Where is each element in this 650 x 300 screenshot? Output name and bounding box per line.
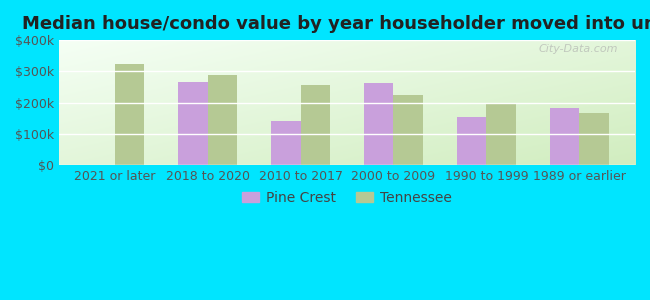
- Bar: [364, 83, 393, 165]
- Bar: [486, 103, 516, 165]
- Bar: [115, 64, 144, 165]
- Bar: [271, 121, 300, 165]
- Title: Median house/condo value by year householder moved into unit: Median house/condo value by year househo…: [22, 15, 650, 33]
- Bar: [549, 108, 579, 165]
- Bar: [178, 82, 207, 165]
- Bar: [207, 75, 237, 165]
- Bar: [393, 95, 423, 165]
- Legend: Pine Crest, Tennessee: Pine Crest, Tennessee: [237, 185, 458, 210]
- Bar: [300, 85, 330, 165]
- Bar: [579, 112, 609, 165]
- Text: City-Data.com: City-Data.com: [538, 44, 617, 54]
- Bar: [456, 117, 486, 165]
